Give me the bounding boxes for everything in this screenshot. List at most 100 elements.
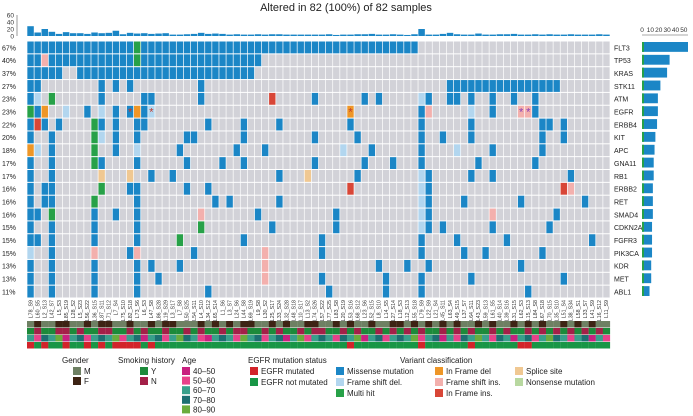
mutation-cell-missense bbox=[162, 41, 169, 54]
gender-track-cell bbox=[140, 321, 148, 328]
gene-percent-label: 27% bbox=[2, 84, 16, 91]
mutation-cell-missense bbox=[318, 234, 326, 247]
smoking-track-cell bbox=[403, 328, 412, 335]
empty-cell bbox=[197, 118, 205, 131]
empty-cell bbox=[41, 157, 48, 169]
empty-cell bbox=[162, 285, 169, 298]
gene-name-label: RET bbox=[614, 199, 629, 206]
empty-cell bbox=[432, 118, 440, 131]
mutation-cell-missense bbox=[517, 80, 525, 92]
empty-cell bbox=[596, 105, 603, 118]
smoking-track-cell bbox=[304, 328, 312, 335]
empty-cell bbox=[596, 67, 603, 80]
empty-cell bbox=[276, 182, 283, 195]
legend-variant-item-label: Nonsense mutation bbox=[526, 378, 595, 387]
empty-cell bbox=[496, 131, 504, 144]
empty-cell bbox=[105, 234, 112, 247]
mutation-cell-missense bbox=[169, 54, 176, 67]
empty-cell bbox=[546, 92, 553, 105]
empty-cell bbox=[382, 118, 390, 131]
legend-age-item-swatch bbox=[182, 367, 190, 375]
empty-cell bbox=[261, 131, 269, 144]
empty-cell bbox=[219, 144, 226, 157]
empty-cell bbox=[162, 105, 169, 118]
mutation-cell-missense bbox=[55, 118, 63, 131]
smoking-track-cell bbox=[176, 328, 184, 335]
empty-cell bbox=[297, 208, 304, 221]
mutation-cell-frameshift-del bbox=[418, 92, 425, 105]
sample-label: L22_S9 bbox=[426, 300, 432, 318]
empty-cell bbox=[382, 170, 390, 182]
legend-variant-item-label: Missense mutation bbox=[347, 367, 414, 376]
mutation-cell-missense bbox=[62, 41, 70, 54]
empty-cell bbox=[205, 195, 212, 208]
empty-cell bbox=[503, 118, 511, 131]
empty-cell bbox=[596, 272, 603, 285]
empty-cell bbox=[375, 80, 383, 92]
empty-cell bbox=[397, 80, 404, 92]
empty-cell bbox=[290, 144, 297, 157]
empty-cell bbox=[119, 182, 127, 195]
empty-cell bbox=[62, 247, 70, 259]
empty-cell bbox=[311, 54, 319, 67]
legend-variant-item-swatch bbox=[515, 367, 523, 375]
smoking-track-cell bbox=[368, 328, 376, 335]
empty-cell bbox=[62, 157, 70, 169]
empty-cell bbox=[596, 131, 603, 144]
gene-percent-label: 16% bbox=[2, 212, 16, 219]
empty-cell bbox=[361, 118, 368, 131]
empty-cell bbox=[596, 221, 603, 234]
empty-cell bbox=[304, 208, 312, 221]
sample-label: L16_S12 bbox=[597, 300, 603, 321]
empty-cell bbox=[176, 272, 184, 285]
empty-cell bbox=[475, 247, 482, 259]
mutation-cell-missense bbox=[389, 41, 397, 54]
mutation-cell-missense bbox=[368, 41, 376, 54]
mutation-cell-frameshift-ins bbox=[261, 247, 269, 259]
mutation-cell-missense bbox=[254, 41, 262, 54]
empty-cell bbox=[347, 221, 354, 234]
mutation-cell-missense bbox=[240, 157, 248, 169]
chart-title: Altered in 82 (100%) of 82 samples bbox=[260, 2, 432, 14]
empty-cell bbox=[567, 157, 575, 169]
sample-label: L3_S7 bbox=[227, 300, 233, 315]
mutation-cell-missense bbox=[311, 92, 319, 105]
empty-cell bbox=[397, 170, 404, 182]
mutation-cell-missense bbox=[425, 195, 432, 208]
empty-cell bbox=[119, 259, 127, 272]
mutation-cell-multi bbox=[176, 234, 184, 247]
empty-cell bbox=[212, 105, 219, 118]
empty-cell bbox=[48, 118, 56, 131]
gene-name-label: STK11 bbox=[614, 84, 635, 91]
age-track-cell bbox=[482, 335, 490, 342]
sample-total-bar bbox=[425, 34, 432, 36]
right-axis-tick-label: 30 bbox=[663, 27, 671, 34]
empty-cell bbox=[503, 182, 511, 195]
empty-cell bbox=[404, 144, 411, 157]
empty-cell bbox=[503, 131, 511, 144]
empty-cell bbox=[382, 208, 390, 221]
empty-cell bbox=[190, 195, 198, 208]
empty-cell bbox=[105, 157, 112, 169]
top-axis-tick-label: 20 bbox=[7, 27, 15, 34]
empty-cell bbox=[589, 247, 596, 259]
empty-cell bbox=[567, 41, 575, 54]
gender-track-cell bbox=[147, 321, 156, 328]
sample-total-bar bbox=[382, 34, 390, 36]
sample-label: L15_S13 bbox=[526, 300, 532, 321]
empty-cell bbox=[581, 182, 589, 195]
empty-cell bbox=[304, 67, 312, 80]
mutation-cell-missense bbox=[148, 54, 155, 67]
empty-cell bbox=[603, 41, 610, 54]
empty-cell bbox=[212, 234, 219, 247]
sample-label: L77_S25 bbox=[327, 300, 333, 321]
empty-cell bbox=[190, 221, 198, 234]
empty-cell bbox=[318, 195, 326, 208]
egfr-status-track-cell bbox=[318, 342, 326, 349]
gene-name-label: ERBB4 bbox=[614, 122, 637, 129]
empty-cell bbox=[347, 170, 354, 182]
empty-cell bbox=[439, 144, 447, 157]
empty-cell bbox=[418, 259, 425, 272]
empty-cell bbox=[553, 285, 560, 298]
empty-cell bbox=[404, 234, 411, 247]
